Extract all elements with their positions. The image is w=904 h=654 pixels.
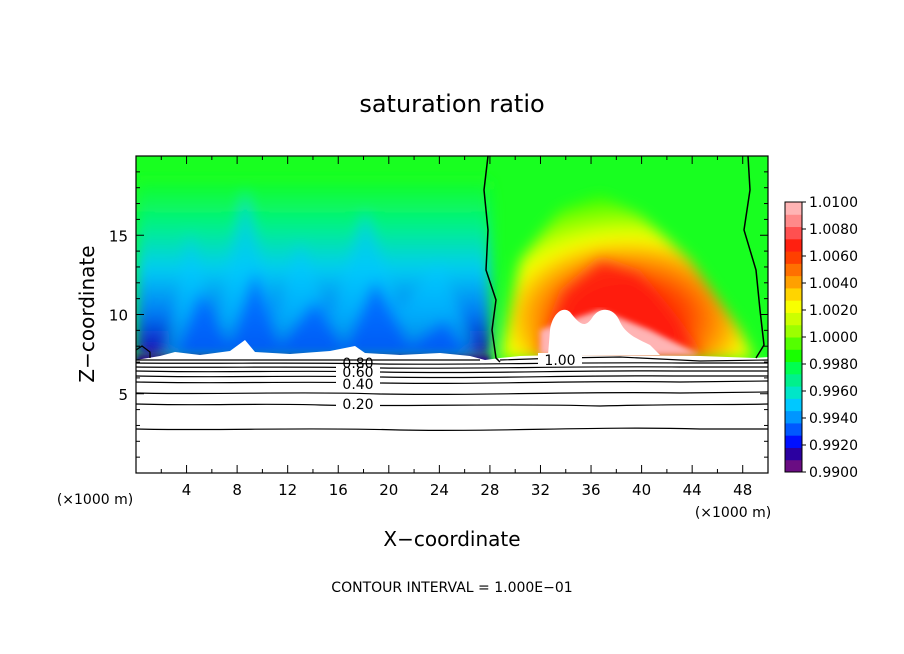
x-tick-label: 40 bbox=[632, 481, 651, 499]
contour-label: 1.00 bbox=[544, 353, 575, 369]
colorbar-label: 0.9920 bbox=[809, 438, 858, 454]
x-tick-label: 32 bbox=[531, 481, 550, 499]
colorbar-swatch bbox=[785, 373, 802, 387]
colorbar-swatch bbox=[785, 287, 802, 301]
colorbar-label: 1.0080 bbox=[809, 222, 858, 238]
y-tick-label: 15 bbox=[109, 227, 128, 245]
x-unit-right: (×1000 m) bbox=[695, 505, 771, 521]
colorbar-swatch bbox=[785, 251, 802, 264]
x-tick-label: 4 bbox=[182, 481, 192, 499]
contour-label: 0.40 bbox=[342, 377, 373, 393]
x-unit-left: (×1000 m) bbox=[57, 492, 133, 508]
colorbar-label: 0.9900 bbox=[809, 465, 858, 481]
y-axis: 5 10 15 bbox=[109, 171, 768, 458]
colorbar-swatch bbox=[785, 214, 802, 228]
x-tick-label: 48 bbox=[733, 481, 752, 499]
colorbar-swatch bbox=[785, 447, 802, 461]
colorbar-swatch bbox=[785, 202, 802, 215]
y-tick-label: 5 bbox=[118, 386, 128, 404]
colorbar-swatch bbox=[785, 312, 802, 326]
y-axis-label: Z−coordinate bbox=[75, 245, 99, 382]
colorbar-label: 0.9980 bbox=[809, 357, 858, 373]
x-tick-label: 8 bbox=[232, 481, 242, 499]
x-tick-label: 24 bbox=[430, 481, 449, 499]
y-tick-label: 10 bbox=[109, 307, 128, 325]
x-tick-label: 44 bbox=[683, 481, 702, 499]
colorbar-label: 1.0000 bbox=[809, 330, 858, 346]
colorbar-swatch bbox=[785, 459, 802, 473]
colorbar-swatch bbox=[785, 386, 802, 399]
colorbar-swatch bbox=[785, 435, 802, 448]
colorbar-swatch bbox=[785, 398, 802, 412]
colorbar-swatch bbox=[785, 337, 802, 350]
contour-label: 0.60 bbox=[342, 365, 373, 381]
colorbar: 1.0100 1.0080 1.0060 1.0040 1.0020 1.0000 0.99… bbox=[784, 195, 858, 481]
x-tick-label: 28 bbox=[480, 481, 499, 499]
colorbar-label: 0.9940 bbox=[809, 411, 858, 427]
colorbar-swatch bbox=[785, 275, 802, 289]
colorbar-label: 1.0060 bbox=[809, 249, 858, 265]
colorbar-swatch bbox=[785, 324, 802, 338]
colorbar-label: 1.0020 bbox=[809, 303, 858, 319]
colorbar-swatch bbox=[785, 238, 802, 252]
colorbar-swatch bbox=[785, 300, 802, 313]
x-tick-label: 16 bbox=[329, 481, 348, 499]
colorbar-swatch bbox=[785, 263, 802, 277]
colorbar-swatch bbox=[785, 422, 802, 436]
colorbar-label: 1.0100 bbox=[809, 195, 858, 211]
x-axis: 4 8 12 16 20 24 28 32 36 40 44 48 bbox=[160, 156, 752, 499]
x-axis-label: X−coordinate bbox=[383, 527, 520, 551]
colorbar-label: 0.9960 bbox=[809, 384, 858, 400]
field-image bbox=[136, 156, 768, 473]
contour-label: 0.80 bbox=[342, 356, 373, 372]
x-tick-label: 36 bbox=[581, 481, 600, 499]
chart-title: saturation ratio bbox=[359, 90, 544, 118]
colorbar-label: 1.0040 bbox=[809, 276, 858, 292]
colorbar-swatch bbox=[785, 226, 802, 240]
contour-label: 0.20 bbox=[342, 397, 373, 413]
contour-labels: 0.20 0.40 0.60 0.80 1.00 bbox=[336, 353, 582, 413]
colorbar-swatch bbox=[785, 349, 802, 363]
colorbar-swatch bbox=[785, 410, 802, 424]
x-tick-label: 12 bbox=[278, 481, 297, 499]
colorbar-swatch bbox=[785, 361, 802, 375]
contour-interval-note: CONTOUR INTERVAL = 1.000E−01 bbox=[331, 580, 572, 596]
contour-lines bbox=[135, 155, 769, 432]
x-tick-label: 20 bbox=[379, 481, 398, 499]
